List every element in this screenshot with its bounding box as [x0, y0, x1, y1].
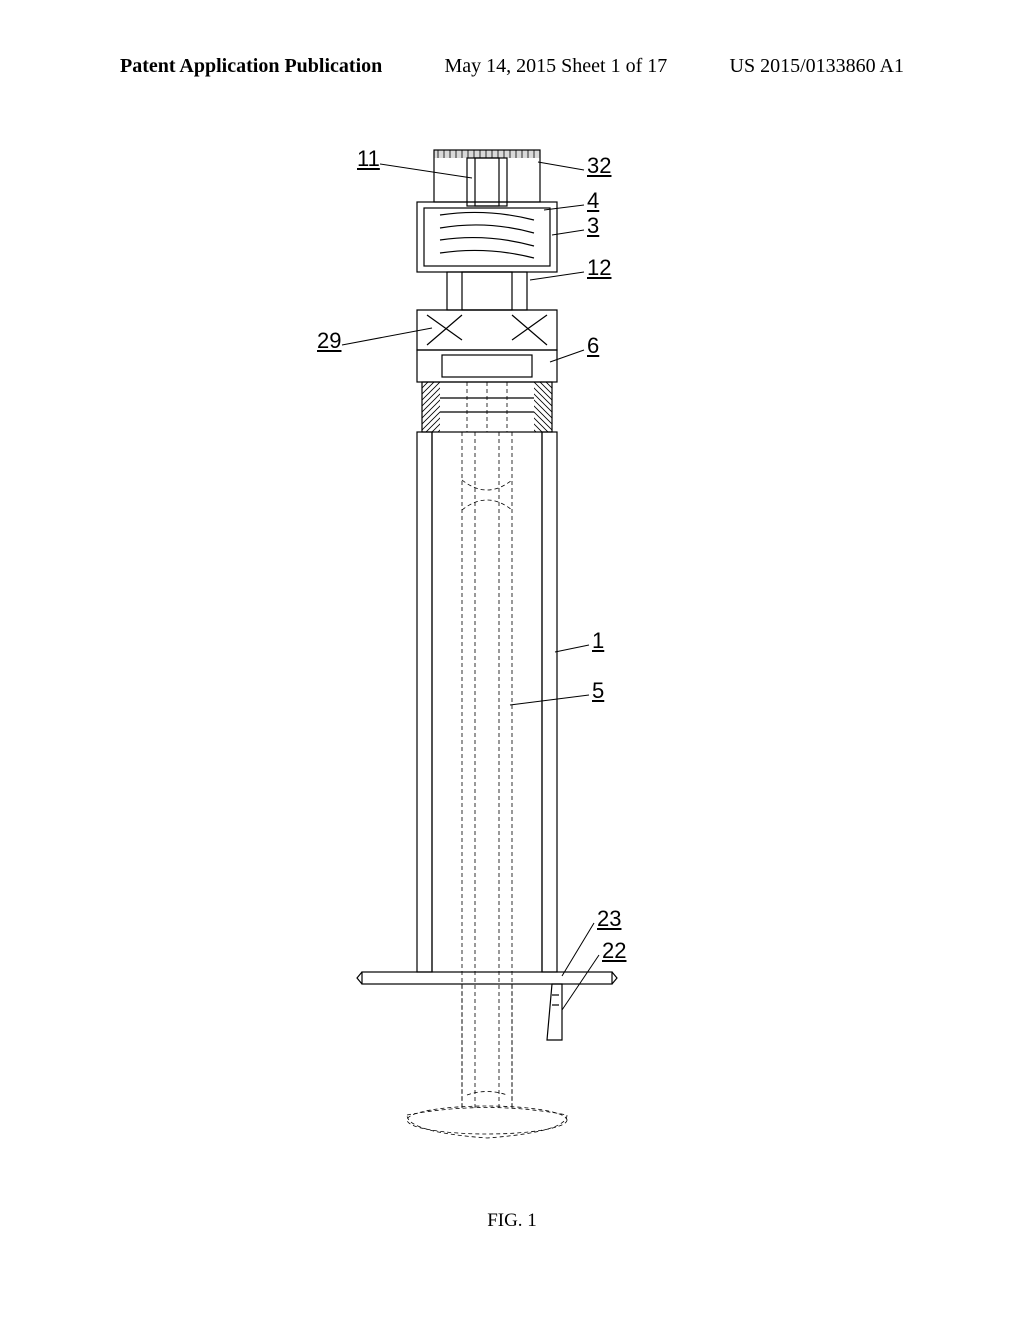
ref-label-22: 22 [602, 938, 626, 964]
ref-label-3: 3 [587, 213, 599, 239]
syringe-diagram-svg [262, 140, 762, 1200]
ref-label-1: 1 [592, 628, 604, 654]
ref-label-32: 32 [587, 153, 611, 179]
ref-label-23: 23 [597, 906, 621, 932]
figure-caption: FIG. 1 [0, 1210, 1024, 1232]
ref-label-29: 29 [317, 328, 341, 354]
page-header: Patent Application Publication May 14, 2… [0, 55, 1024, 85]
ref-label-11: 11 [357, 146, 380, 172]
ref-label-12: 12 [587, 255, 611, 281]
header-date-sheet: May 14, 2015 Sheet 1 of 17 [445, 55, 668, 78]
ref-label-6: 6 [587, 333, 599, 359]
ref-label-5: 5 [592, 678, 604, 704]
header-publication-type: Patent Application Publication [120, 55, 382, 78]
ref-label-4: 4 [587, 188, 599, 214]
patent-figure: 11 32 4 3 12 29 6 1 5 23 22 [262, 140, 762, 1200]
header-publication-number: US 2015/0133860 A1 [730, 55, 904, 78]
